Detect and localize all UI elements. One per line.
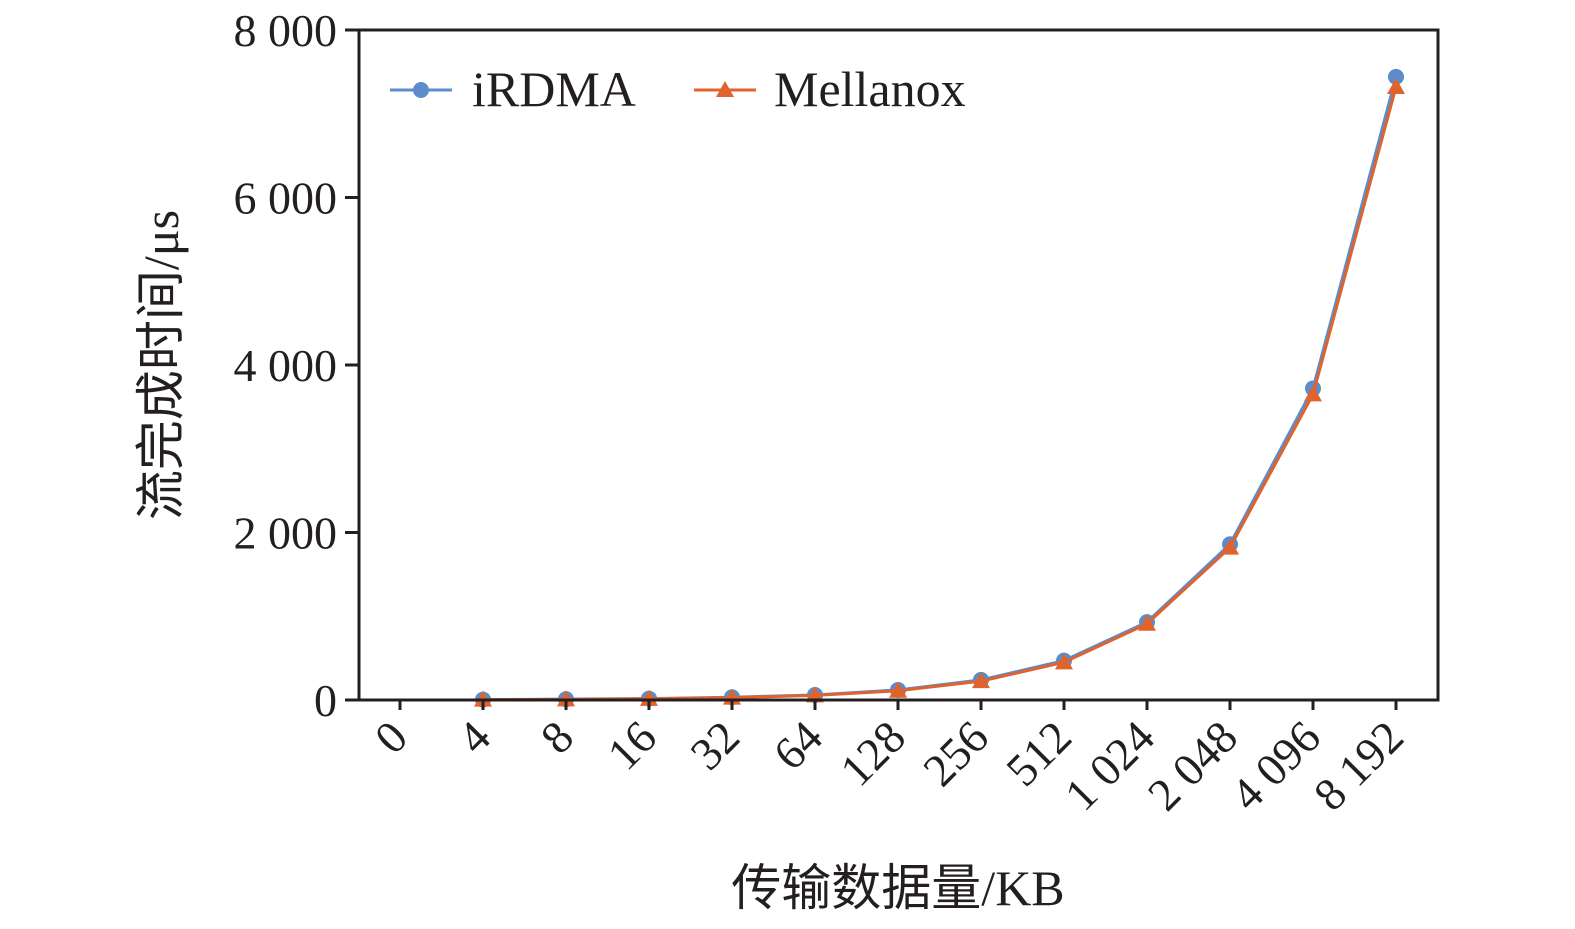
legend-mellanox-marker	[716, 81, 734, 97]
y-axis: 0 2 000 4 000 6 000 8 000	[234, 5, 359, 726]
x-tick-label: 8 192	[1304, 711, 1413, 820]
y-tick-label: 0	[314, 675, 337, 726]
x-axis-title: 传输数据量/KB	[731, 860, 1064, 916]
y-tick-label: 4 000	[234, 340, 338, 391]
data-point-mellanox	[889, 681, 907, 698]
x-tick-label: 32	[680, 711, 749, 780]
y-tick-label: 2 000	[234, 508, 338, 559]
y-tick-label: 8 000	[234, 5, 338, 56]
data-point-mellanox	[1138, 614, 1156, 631]
x-tick-label: 4	[448, 711, 500, 763]
plot-frame	[357, 28, 1440, 702]
x-tick-label: 2 048	[1138, 711, 1247, 820]
legend-irdma-marker	[413, 82, 429, 98]
legend-mellanox-label: Mellanox	[774, 61, 966, 117]
data-point-irdma	[1388, 68, 1404, 85]
series-line-irdma	[482, 76, 1398, 702]
legend-irdma-label: iRDMA	[472, 61, 636, 117]
x-tick-label: 0	[365, 711, 417, 763]
data-point-mellanox	[1387, 77, 1405, 94]
data-point-mellanox	[1221, 538, 1239, 555]
x-tick-label: 8	[531, 711, 583, 763]
x-tick-label: 16	[597, 711, 666, 780]
data-point-mellanox	[1304, 385, 1322, 402]
x-tick-label: 64	[763, 711, 832, 780]
legend: iRDMA Mellanox	[390, 61, 966, 117]
y-tick-label: 6 000	[234, 173, 338, 224]
x-tick-label: 1 024	[1055, 711, 1164, 820]
x-tick-label: 256	[913, 711, 998, 796]
data-point-mellanox	[1055, 653, 1073, 670]
series-line-mellanox	[482, 86, 1398, 702]
x-tick-label: 4 096	[1221, 711, 1330, 820]
y-axis-title: 流完成时间/μs	[133, 210, 189, 520]
data-point-mellanox	[972, 672, 990, 689]
data-point-mellanox	[806, 686, 824, 703]
data-point-mellanox	[640, 689, 658, 706]
series-layer	[474, 68, 1405, 708]
x-tick-label: 128	[830, 711, 915, 796]
data-point-mellanox	[557, 690, 575, 707]
